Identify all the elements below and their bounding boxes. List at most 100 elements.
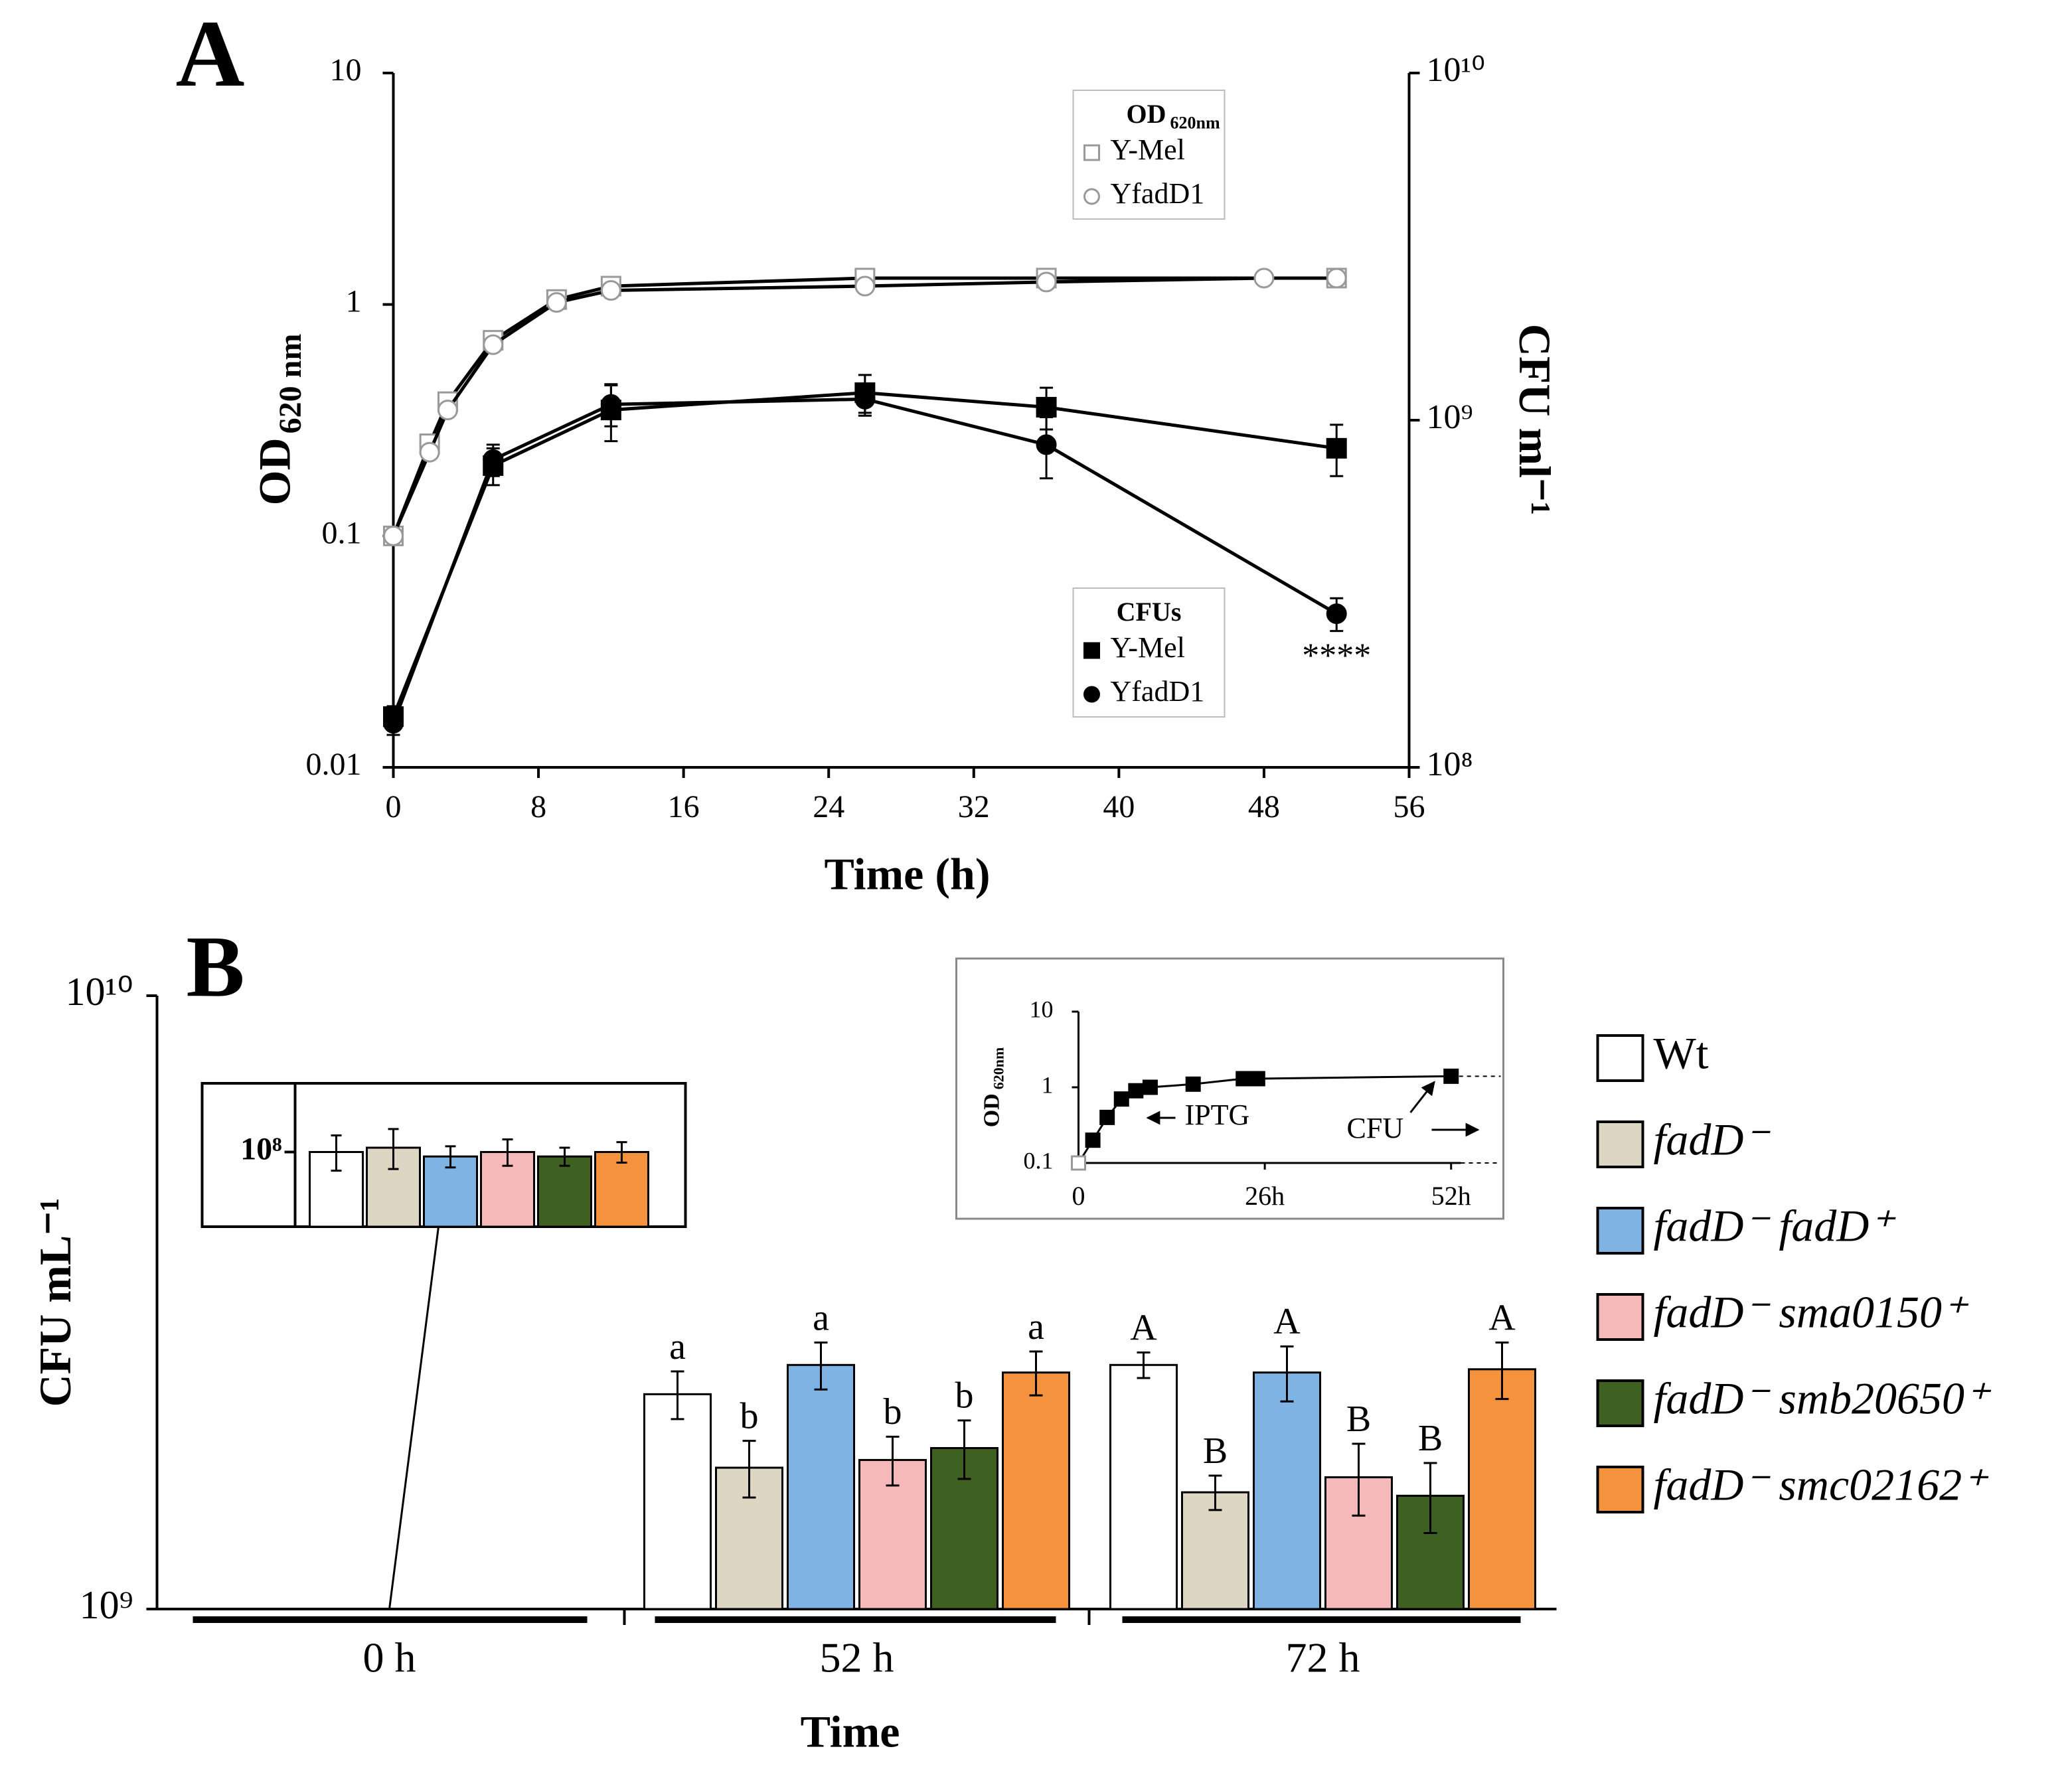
error-bar — [814, 1341, 828, 1391]
bar — [1109, 1363, 1178, 1610]
bar — [787, 1363, 855, 1610]
panel-letter: A — [176, 1, 245, 107]
error-bar — [957, 1419, 971, 1480]
significance-letter: A — [1488, 1297, 1516, 1338]
x-tick-label: 48 — [1248, 789, 1280, 824]
legend-swatch — [1596, 1293, 1644, 1341]
panel-letter: B — [187, 917, 245, 1015]
marker — [1443, 1068, 1459, 1084]
x-axis-label: Time — [801, 1707, 900, 1757]
x-tick-label: 56 — [1394, 789, 1425, 824]
marker — [1326, 268, 1347, 289]
significance-letter: B — [1203, 1430, 1228, 1472]
significance-letter: b — [955, 1375, 974, 1417]
x-tick-label: 24 — [813, 789, 844, 824]
marker — [600, 394, 621, 415]
significance-letter: A — [1130, 1307, 1157, 1348]
label-main: OD — [979, 1093, 1004, 1127]
legend-label: Y-Mel — [1111, 631, 1185, 664]
x-tick-label: 32 — [958, 789, 990, 824]
y-tick-label: 0.1 — [1024, 1147, 1054, 1174]
error-bar — [671, 1370, 684, 1421]
error-bar — [1280, 1345, 1294, 1403]
marker — [854, 275, 876, 297]
legend-label: fadD⁻ smb20650⁺ — [1654, 1373, 1992, 1424]
y2-tick-label: 10⁹ — [1427, 398, 1473, 436]
series-line — [392, 397, 1338, 724]
marker — [419, 441, 440, 463]
marker — [1185, 1076, 1201, 1092]
x-tick-label: 52h — [1431, 1181, 1471, 1211]
inset-box — [955, 957, 1504, 1220]
marker — [546, 292, 567, 313]
significance-letter: a — [813, 1297, 829, 1338]
error-bar — [502, 1138, 513, 1167]
arrows — [1146, 1081, 1480, 1137]
marker — [1249, 1071, 1265, 1087]
inset-connector — [388, 1226, 439, 1610]
significance-letter: B — [1346, 1399, 1371, 1440]
error-bar — [1029, 1350, 1043, 1397]
marker — [1326, 437, 1347, 459]
x-tick-label: 16 — [668, 789, 700, 824]
legend-swatch — [1596, 1466, 1644, 1513]
legend-marker — [1083, 188, 1100, 205]
significance-letter: B — [1418, 1418, 1443, 1459]
marker — [854, 388, 876, 410]
y-tick-label: 1 — [346, 284, 362, 319]
x-tick-label: 26h — [1245, 1181, 1285, 1211]
legend-swatch — [1596, 1207, 1644, 1255]
marker — [1099, 1109, 1115, 1125]
x-tick-label: 8 — [530, 789, 546, 824]
legend-marker — [1083, 686, 1100, 703]
legend-label: fadD⁻ sma0150⁺ — [1654, 1287, 1969, 1338]
bar — [643, 1393, 712, 1610]
marker — [1071, 1155, 1086, 1171]
y2-tick-label: 10¹⁰ — [1427, 51, 1485, 89]
marker — [383, 713, 404, 734]
legend-label: YfadD1 — [1111, 675, 1205, 708]
significance-letter: A — [1273, 1301, 1301, 1342]
annotation: CFU — [1347, 1112, 1404, 1144]
legend-label: fadD⁻ fadD⁺ — [1654, 1201, 1897, 1251]
marker — [437, 400, 458, 421]
legend-title: CFUs — [1117, 597, 1182, 627]
axis-label: OD 620nm — [979, 1047, 1006, 1128]
label-sub: 620 nm — [273, 334, 308, 434]
marker — [1253, 268, 1275, 289]
y-tick-label: 10¹⁰ — [65, 970, 133, 1014]
bar — [1468, 1368, 1536, 1610]
marker — [600, 280, 621, 301]
marker — [1326, 603, 1347, 625]
y-tick-label: 0.1 — [322, 515, 362, 550]
legend-swatch — [1596, 1120, 1644, 1168]
y-tick-label: 0.01 — [306, 747, 362, 782]
error-bar — [886, 1435, 900, 1487]
marker — [1036, 396, 1057, 418]
error-bar — [445, 1145, 456, 1169]
y-tick-label: 10⁹ — [80, 1583, 133, 1627]
label-sub: 620nm — [990, 1047, 1006, 1090]
x-tick-label: 72 h — [1286, 1634, 1360, 1681]
label-main: OD — [1127, 99, 1166, 129]
legend-label: fadD⁻ — [1654, 1115, 1771, 1165]
error-bar — [616, 1141, 627, 1164]
marker — [1113, 1091, 1129, 1107]
legend-marker — [1083, 642, 1100, 659]
bar — [1253, 1371, 1321, 1610]
legend-label: Y-Mel — [1111, 133, 1185, 166]
y-tick-label: 10 — [330, 52, 362, 88]
bar — [1181, 1491, 1249, 1610]
error-bar — [559, 1146, 570, 1167]
x-axis-label: Time (h) — [825, 849, 991, 899]
error-bar — [331, 1134, 342, 1172]
error-bar — [1495, 1341, 1509, 1401]
marker — [383, 525, 404, 546]
y-tick-label: 10 — [1030, 996, 1054, 1022]
bar — [594, 1151, 649, 1228]
x-tick-label: 40 — [1103, 789, 1135, 824]
error-bar — [1137, 1351, 1151, 1379]
y2-tick-label: 10⁸ — [1427, 745, 1473, 783]
y-tick-label: 10⁸ — [240, 1132, 281, 1167]
